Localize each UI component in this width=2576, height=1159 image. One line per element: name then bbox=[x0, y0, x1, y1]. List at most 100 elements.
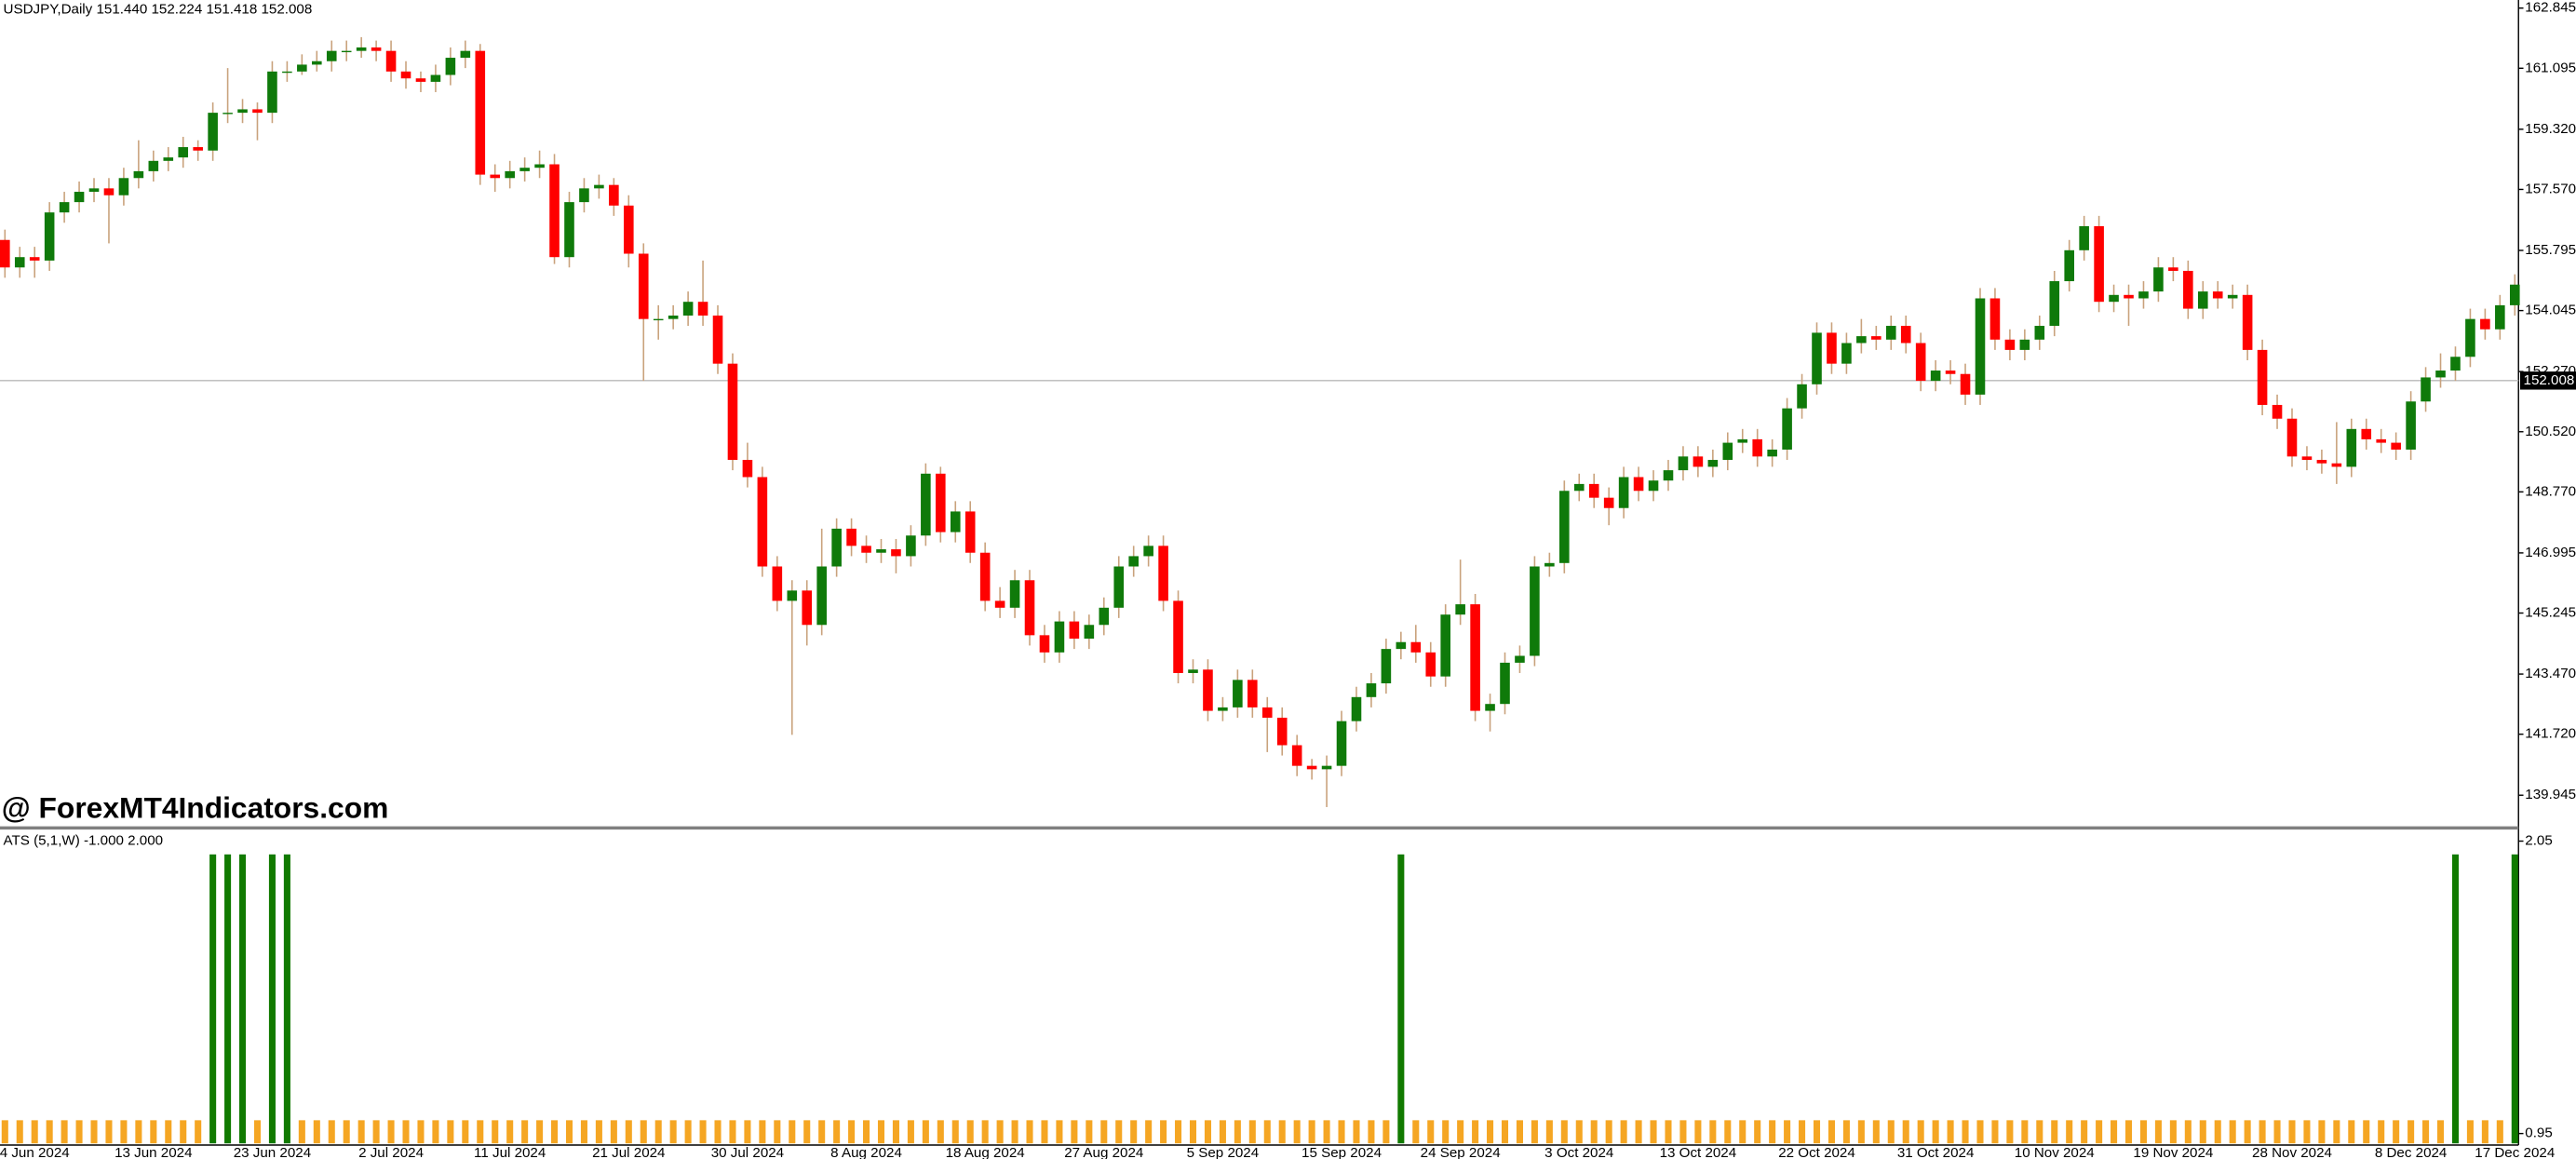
indicator-bar bbox=[1263, 1120, 1271, 1144]
candle-body bbox=[727, 363, 738, 461]
candle-body bbox=[1856, 336, 1867, 344]
candle-body bbox=[223, 113, 233, 115]
indicator-bar bbox=[372, 1120, 380, 1144]
candle-body bbox=[0, 239, 10, 268]
indicator-bar bbox=[966, 1120, 974, 1144]
indicator-bar bbox=[2481, 1120, 2488, 1144]
candle-body bbox=[1678, 456, 1689, 471]
indicator-bar bbox=[1086, 1120, 1093, 1144]
candle-body bbox=[1515, 655, 1525, 663]
candle-body bbox=[682, 302, 694, 316]
indicator-header: ATS (5,1,W) -1.000 2.000 bbox=[4, 833, 164, 849]
candle-body bbox=[2153, 267, 2164, 292]
candle-body bbox=[1663, 470, 1674, 481]
indicator-bar bbox=[432, 1120, 439, 1144]
candle-body bbox=[757, 477, 768, 567]
candle-body bbox=[475, 50, 486, 175]
indicator-bar bbox=[1962, 1120, 1969, 1144]
indicator-bar bbox=[1442, 1120, 1450, 1144]
candle-body bbox=[1588, 483, 1599, 498]
candle-body bbox=[2049, 281, 2060, 327]
candle-body bbox=[921, 473, 931, 536]
indicator-bar bbox=[2124, 1120, 2133, 1144]
indicator-bar bbox=[1784, 1120, 1791, 1144]
x-tick-label: 31 Oct 2024 bbox=[1897, 1145, 1975, 1159]
indicator-bar bbox=[1427, 1120, 1435, 1144]
indicator-bar bbox=[1516, 1120, 1523, 1144]
candle-body bbox=[712, 315, 723, 364]
indicator-bar bbox=[729, 1120, 736, 1144]
indicator-bar bbox=[2051, 1120, 2058, 1144]
indicator-bar bbox=[417, 1120, 425, 1144]
candle-body bbox=[564, 202, 574, 258]
indicator-bar bbox=[2214, 1120, 2221, 1144]
y-tick-label: 139.945 bbox=[2525, 787, 2576, 802]
candle-body bbox=[1827, 332, 1837, 364]
candle-body bbox=[1128, 556, 1139, 567]
indicator-bar bbox=[268, 854, 276, 1144]
candle-body bbox=[1573, 483, 1585, 492]
candle-body bbox=[1248, 680, 1258, 708]
candle-body bbox=[445, 58, 456, 75]
candle-body bbox=[2450, 357, 2461, 371]
indicator-bar bbox=[150, 1120, 157, 1144]
candle-body bbox=[415, 78, 426, 82]
indicator-bar bbox=[1872, 1120, 1880, 1144]
candle-body bbox=[2376, 438, 2387, 443]
indicator-bar bbox=[2229, 1120, 2236, 1144]
candle-body bbox=[1009, 580, 1020, 608]
candle-body bbox=[1455, 604, 1465, 615]
indicator-bar bbox=[1472, 1120, 1479, 1144]
candle-body bbox=[237, 109, 248, 114]
candle-body bbox=[1900, 326, 1911, 344]
indicator-bar bbox=[328, 1120, 335, 1144]
candle-body bbox=[385, 50, 397, 72]
indicator-bar bbox=[1368, 1120, 1375, 1144]
candle-body bbox=[312, 61, 322, 65]
indicator-bar bbox=[1590, 1120, 1598, 1144]
indicator-bar bbox=[2466, 1120, 2474, 1144]
indicator-bar bbox=[1457, 1120, 1464, 1144]
indicator-bar bbox=[1932, 1120, 1939, 1144]
y-tick-label: 155.795 bbox=[2525, 242, 2576, 258]
indicator-bar bbox=[2496, 1120, 2503, 1144]
indicator-bar bbox=[1189, 1120, 1197, 1144]
candle-body bbox=[891, 549, 901, 557]
indicator-bar bbox=[2393, 1120, 2400, 1144]
candle-body bbox=[994, 600, 1005, 608]
indicator-bar bbox=[357, 1120, 365, 1144]
indicator-bar bbox=[1397, 854, 1405, 1144]
indicator-bar bbox=[1531, 1120, 1538, 1144]
indicator-bar bbox=[2081, 1120, 2088, 1144]
indicator-bar bbox=[2259, 1120, 2266, 1144]
indicator-bar bbox=[2184, 1120, 2192, 1144]
indicator-bar bbox=[462, 1120, 469, 1144]
candle-body bbox=[400, 71, 411, 79]
indicator-bar bbox=[75, 1120, 83, 1144]
x-tick-label: 18 Aug 2024 bbox=[946, 1145, 1025, 1159]
candle-body bbox=[1885, 326, 1896, 340]
indicator-bar bbox=[1813, 1120, 1821, 1144]
y-tick-label: 141.720 bbox=[2525, 726, 2576, 742]
indicator-bar bbox=[595, 1120, 602, 1144]
candle-body bbox=[356, 47, 367, 51]
indicator-bar bbox=[863, 1120, 870, 1144]
candle-body bbox=[1276, 717, 1288, 746]
candle-body bbox=[1693, 456, 1704, 467]
indicator-bar bbox=[2363, 1120, 2370, 1144]
indicator-bar bbox=[1353, 1120, 1360, 1144]
candle-body bbox=[594, 184, 604, 189]
indicator-bar bbox=[1799, 1120, 1806, 1144]
indicator-bar bbox=[16, 1120, 23, 1144]
indicator-bar bbox=[165, 1120, 172, 1144]
candle-body bbox=[2004, 339, 2016, 350]
candle-body bbox=[1203, 669, 1213, 711]
candle-body bbox=[2465, 318, 2475, 357]
indicator-bar bbox=[1635, 1120, 1642, 1144]
indicator-bar bbox=[1560, 1120, 1568, 1144]
x-tick-label: 10 Nov 2024 bbox=[2015, 1145, 2095, 1159]
candle-body bbox=[772, 566, 783, 601]
indicator-bar bbox=[2006, 1120, 2014, 1144]
x-tick-label: 28 Nov 2024 bbox=[2252, 1145, 2332, 1159]
indicator-bar bbox=[937, 1120, 944, 1144]
